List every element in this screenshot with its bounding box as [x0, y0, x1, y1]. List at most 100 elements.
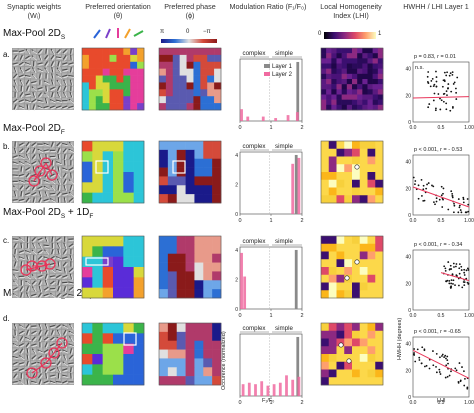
hwhh-xtick-d-2: 1.00	[464, 400, 474, 406]
legend-label-layer2: Layer 2	[272, 72, 293, 78]
phase-map-c	[159, 236, 221, 298]
hwhh-point-d-14	[436, 371, 438, 373]
hwhh-point-a-7	[427, 106, 429, 108]
orientation-map-a	[82, 48, 144, 110]
hwhh-point-b-0	[433, 201, 435, 203]
hwhh-point-a-37	[443, 93, 445, 95]
hwhh-point-d-39	[466, 386, 468, 388]
hwhh-point-c-28	[451, 279, 453, 281]
hwhh-point-d-30	[432, 364, 434, 366]
hwhh-point-b-25	[439, 199, 441, 201]
hwhh-point-a-5	[444, 72, 446, 74]
hwhh-point-a-19	[456, 77, 458, 79]
hwhh-point-a-44	[452, 106, 454, 108]
hwhh-point-a-20	[447, 88, 449, 90]
legend-label-layer1: Layer 1	[272, 64, 293, 70]
hwhh-point-d-43	[421, 346, 423, 348]
hwhh-point-d-37	[413, 354, 415, 356]
layer2-bar-d-7	[285, 375, 288, 396]
layer2-bar-d-8	[291, 380, 294, 396]
hwhh-point-c-2	[450, 283, 452, 285]
hwhh-point-d-5	[440, 373, 442, 375]
orientation-map-d	[82, 323, 144, 385]
hwhh-point-d-28	[450, 370, 452, 372]
mod-ytick-b-2: 4	[235, 153, 238, 159]
hwhh-point-d-16	[461, 366, 463, 368]
hwhh-point-a-50	[452, 74, 454, 76]
hwhh-point-c-23	[461, 269, 463, 271]
layer2-bar-d-6	[279, 383, 282, 396]
synaptic-weights-panel-a	[12, 48, 74, 110]
hwhh-xtick-a-1: 0.5	[438, 125, 445, 131]
layer2-bar-a-2	[262, 117, 265, 121]
hwhh-point-c-49	[453, 263, 455, 265]
phase-scale-mid: 0	[186, 29, 189, 35]
hwhh-point-b-34	[458, 198, 460, 200]
hwhh-point-a-34	[435, 108, 437, 110]
hwhh-point-d-25	[418, 357, 420, 359]
lhi-marker-c-1	[355, 260, 359, 264]
hwhh-point-a-53	[427, 71, 429, 73]
mod-xlabel: F₁/F₀	[262, 398, 274, 404]
hwhh-point-b-5	[457, 211, 459, 213]
mod-xtick-b-0: 0	[238, 218, 241, 224]
hwhh-point-b-1	[460, 209, 462, 211]
lhi-map-a	[321, 48, 383, 110]
hwhh-ytick-a-2: 40	[405, 67, 411, 73]
layer2-bar-b-0	[291, 164, 294, 214]
hwhh-point-b-52	[426, 184, 428, 186]
row-title-a: Max-Pool 2DS	[3, 28, 65, 41]
hwhh-point-b-42	[418, 198, 420, 200]
hwhh-point-b-50	[423, 185, 425, 187]
hwhh-stats-a: p = 0.83, r = 0.01	[414, 54, 456, 60]
hwhh-point-c-19	[454, 284, 456, 286]
hwhh-point-d-24	[456, 369, 458, 371]
hwhh-point-d-7	[413, 348, 415, 350]
hwhh-point-a-2	[453, 83, 455, 85]
hwhh-ytick-c-2: 40	[405, 255, 411, 261]
hwhh-point-d-27	[414, 361, 416, 363]
mod-ytick-c-1: 2	[235, 277, 238, 283]
hwhh-ytick-d-2: 40	[405, 342, 411, 348]
hwhh-point-b-44	[451, 193, 453, 195]
hwhh-point-d-2	[446, 359, 448, 361]
hwhh-point-b-37	[465, 211, 467, 213]
hwhh-point-b-10	[447, 209, 449, 211]
hwhh-point-a-16	[442, 86, 444, 88]
header-synaptic-weights: Synaptic weights (Wᵢ)	[5, 3, 63, 20]
hwhh-point-d-50	[444, 355, 446, 357]
hwhh-point-c-30	[459, 263, 461, 265]
hwhh-point-d-40	[413, 352, 415, 354]
hwhh-point-c-5	[448, 283, 450, 285]
phase-colorbar	[161, 39, 217, 43]
layer1-bar-b-0	[295, 155, 298, 214]
hwhh-point-d-18	[421, 363, 423, 365]
hwhh-point-c-6	[467, 268, 469, 270]
hwhh-point-b-38	[453, 205, 455, 207]
header-hwhh-lhi: HWHH / LHI Layer 1	[400, 3, 472, 12]
hwhh-point-a-39	[455, 92, 457, 94]
hwhh-point-a-10	[443, 101, 445, 103]
hwhh-point-a-17	[447, 83, 449, 85]
hwhh-point-d-13	[432, 350, 434, 352]
header-preferred-orientation: Preferred orientation (θ)	[80, 3, 156, 20]
hwhh-point-a-1	[450, 91, 452, 93]
hwhh-ytick-a-1: 20	[405, 93, 411, 99]
mod-ylabel: Occurence (normalized)	[221, 331, 227, 390]
hwhh-ytick-d-1: 20	[405, 368, 411, 374]
row-label-b: b.	[3, 142, 10, 151]
hwhh-point-b-32	[450, 190, 452, 192]
layer2-bar-d-3	[260, 381, 263, 396]
hwhh-point-a-48	[436, 85, 438, 87]
layer2-bar-d-4	[267, 386, 270, 396]
hwhh-point-d-47	[424, 348, 426, 350]
hwhh-point-b-51	[441, 186, 443, 188]
lhi-map-c	[321, 236, 383, 298]
hwhh-point-b-35	[460, 211, 462, 213]
hwhh-xlabel: LHI	[437, 398, 446, 404]
hwhh-point-a-40	[452, 71, 454, 73]
hwhh-point-b-49	[467, 198, 469, 200]
hwhh-point-c-20	[466, 269, 468, 271]
hwhh-point-b-14	[428, 182, 430, 184]
